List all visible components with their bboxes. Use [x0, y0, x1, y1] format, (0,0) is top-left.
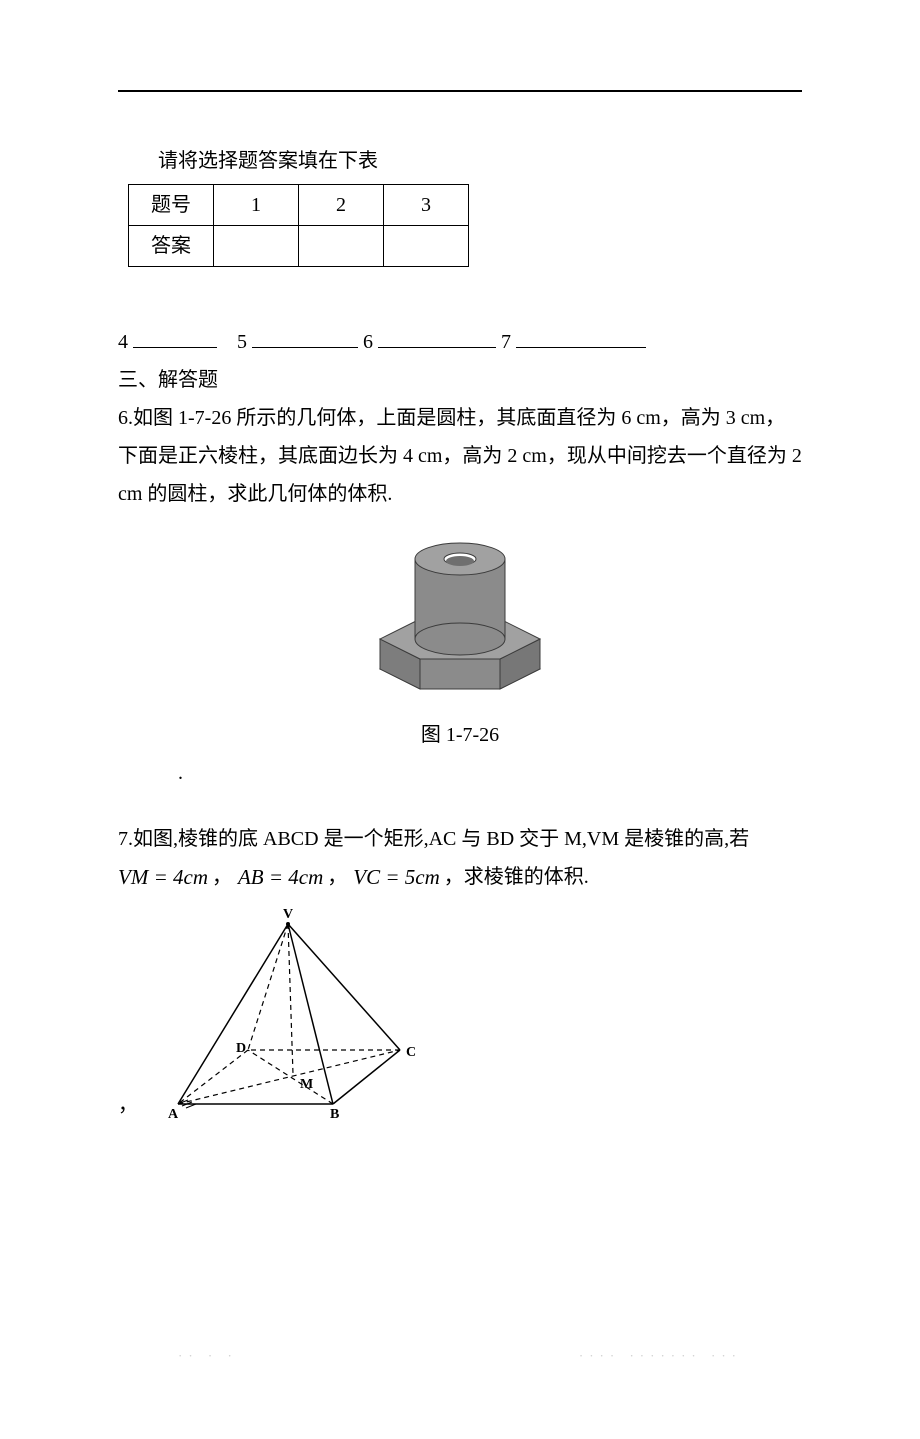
fill-blank[interactable] — [516, 327, 646, 348]
footer-left: ·· · · — [178, 1344, 238, 1369]
answer-cell[interactable] — [214, 226, 299, 267]
header-cell: 2 — [299, 185, 384, 226]
pyramid-label-b: B — [330, 1107, 339, 1122]
footer: ·· · · ···· ······· ··· — [118, 1344, 802, 1399]
math-tail: ，求棱锥的体积. — [444, 858, 589, 896]
section-3-title: 三、解答题 — [118, 361, 802, 399]
q6-line2: 下面是正六棱柱，其底面边长为 4 cm，高为 2 cm，现从中间挖去一个直径为 … — [118, 437, 802, 475]
answer-cell[interactable] — [299, 226, 384, 267]
answer-table: 题号 1 2 3 答案 — [128, 184, 469, 267]
mc-instruction: 请将选择题答案填在下表 — [118, 142, 802, 180]
pyramid-label-a: A — [168, 1107, 179, 1122]
fill-blanks-line: 4 5 6 7 — [118, 323, 802, 361]
math-expr: VM = 4cm — [118, 858, 208, 898]
header-cell: 1 — [214, 185, 299, 226]
row-label-qnum: 题号 — [129, 185, 214, 226]
fill-blank[interactable] — [252, 327, 358, 348]
fill-blank[interactable] — [378, 327, 496, 348]
pyramid-label-v: V — [283, 907, 293, 922]
q7-line1: 7.如图,棱锥的底 ABCD 是一个矩形,AC 与 BD 交于 M,VM 是棱锥… — [118, 820, 802, 858]
fill-num: 7 — [501, 331, 511, 353]
header-cell: 3 — [384, 185, 469, 226]
math-sep: ， — [327, 858, 347, 896]
q6-line1: 6.如图 1-7-26 所示的几何体，上面是圆柱，其底面直径为 6 cm，高为 … — [118, 399, 802, 437]
q6-figure: 图 1-7-26 — [118, 519, 802, 754]
table-row: 题号 1 2 3 — [129, 185, 469, 226]
math-expr: AB = 4cm — [238, 858, 323, 898]
math-sep: ， — [212, 858, 232, 896]
fill-blank[interactable] — [133, 327, 217, 348]
leading-comma: ， — [118, 1086, 138, 1124]
stray-dot: . — [118, 754, 802, 792]
q7-figure: ， V A B C D M — [118, 904, 802, 1124]
q6-figure-caption: 图 1-7-26 — [118, 716, 802, 754]
q6-line3: cm 的圆柱，求此几何体的体积. — [118, 475, 802, 513]
pyramid-label-d: D — [236, 1041, 246, 1056]
math-expr: VC = 5cm — [353, 858, 440, 898]
footer-right: ···· ······· ··· — [579, 1344, 742, 1369]
q7-math-line: VM = 4cm ， AB = 4cm ， VC = 5cm ，求棱锥的体积. — [118, 858, 802, 898]
row-label-answer: 答案 — [129, 226, 214, 267]
fill-num: 5 — [237, 331, 247, 353]
answer-cell[interactable] — [384, 226, 469, 267]
fill-num: 6 — [363, 331, 373, 353]
table-row: 答案 — [129, 226, 469, 267]
pyramid-label-c: C — [406, 1045, 416, 1060]
fill-num: 4 — [118, 331, 128, 353]
